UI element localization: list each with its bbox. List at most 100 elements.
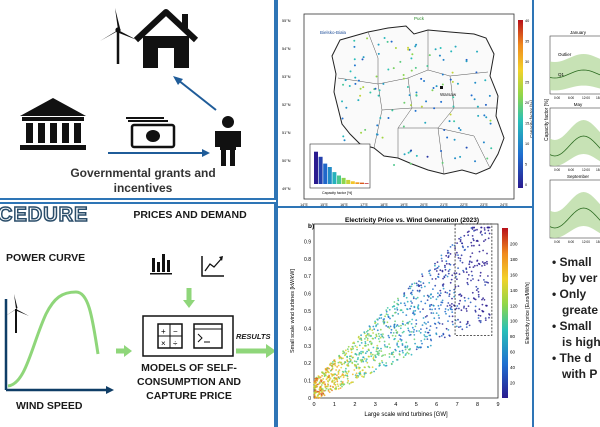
scatter-point: [428, 295, 430, 298]
scatter-point: [412, 312, 415, 314]
scatter-point: [413, 328, 415, 331]
scatter-point: [415, 319, 418, 321]
scatter-point: [404, 324, 407, 326]
scatter-point: [457, 285, 460, 287]
scatter-point: [360, 352, 363, 355]
x-tick-label: 7: [456, 402, 459, 408]
scatter-point: [441, 260, 443, 262]
scatter-point: [360, 359, 363, 362]
scatter-point: [469, 255, 472, 258]
map-cbar-tick: 30: [525, 60, 529, 64]
map-station-point: [476, 105, 479, 108]
scatter-point: [435, 270, 438, 272]
scatter-point: [371, 353, 374, 356]
scatter-point: [416, 307, 419, 309]
scatter-point: [406, 308, 409, 311]
scatter-point: [478, 319, 481, 322]
map-station-point: [428, 54, 431, 57]
scatter-point: [455, 272, 458, 275]
map-cbar-tick: 15: [525, 122, 529, 126]
scatter-point: [376, 329, 379, 332]
scatter-point: [319, 385, 322, 388]
map-station-point: [366, 37, 369, 40]
scatter-point: [315, 381, 317, 384]
scatter-point: [432, 312, 435, 314]
scatter-point: [360, 338, 362, 340]
scatter-point: [393, 323, 396, 326]
map-station-point: [459, 155, 462, 158]
y-tick-label: 0.3: [304, 344, 311, 350]
scatter-point: [376, 344, 379, 347]
seasonal-month-label: January: [570, 30, 587, 35]
scatter-point: [331, 365, 334, 368]
scatter-point: [477, 317, 480, 319]
map-station-point: [470, 94, 473, 97]
scatter-point: [403, 295, 405, 298]
highlight-box: [454, 223, 493, 336]
scatter-point: [327, 390, 330, 392]
scatter-point: [343, 374, 345, 377]
scatter-point: [346, 359, 349, 362]
scatter-point: [419, 331, 422, 334]
seasonal-ylabel: Capacity factor [%]: [544, 98, 550, 141]
scatter-point: [317, 397, 320, 399]
seasonal-xtick: 18:00: [596, 168, 600, 172]
scatter-point: [384, 345, 387, 348]
scatter-point: [421, 273, 423, 275]
scatter-point: [337, 373, 340, 375]
scatter-point: [441, 301, 444, 304]
seasonal-xtick: 12:00: [582, 96, 590, 100]
scatter-point: [420, 286, 423, 289]
scatter-point: [362, 376, 365, 378]
scatter-point: [482, 249, 484, 252]
scatter-point: [388, 308, 391, 311]
scatter-point: [313, 391, 316, 394]
scatter-point: [447, 272, 450, 275]
scatter-point: [418, 285, 420, 288]
scatter-point: [429, 269, 431, 272]
scatter-point: [486, 262, 488, 265]
scatter-point: [370, 371, 372, 374]
scatter-point: [446, 275, 449, 278]
scatter-point: [341, 381, 344, 383]
scatter-point: [385, 310, 388, 313]
lat-tick-label: 50°N: [282, 159, 291, 163]
scatter-point: [424, 335, 427, 338]
scatter-point: [410, 300, 412, 303]
scatter-point: [332, 386, 335, 388]
scatter-point: [365, 360, 367, 362]
scatter-point: [445, 260, 448, 263]
y-tick-label: 0: [308, 396, 311, 402]
map-station-point: [378, 89, 381, 92]
scatter-point: [405, 341, 408, 344]
scatter-point: [463, 234, 466, 237]
scatter-point: [407, 327, 409, 330]
scatter-point: [405, 314, 408, 316]
scatter-point: [454, 247, 456, 250]
scatter-point: [350, 351, 353, 354]
scatter-point: [334, 381, 336, 383]
map-station-point: [375, 75, 378, 78]
scatter-point: [440, 304, 442, 306]
scatter-point: [347, 363, 350, 365]
scatter-point: [484, 281, 486, 283]
scatter-point: [409, 287, 412, 290]
scatter-point: [342, 371, 345, 373]
scatter-point: [342, 382, 344, 385]
scatter-point: [437, 276, 440, 278]
scatter-point: [364, 334, 367, 337]
scatter-point: [440, 257, 443, 260]
scatter-point: [473, 226, 475, 229]
scatter-point: [456, 251, 458, 254]
scatter-point: [409, 307, 411, 310]
scatter-point: [333, 359, 335, 362]
scatter-point: [346, 381, 349, 384]
scatter-point: [357, 374, 359, 377]
scatter-point: [435, 332, 438, 335]
map-station-point: [341, 117, 344, 120]
scatter-point: [430, 303, 433, 306]
map-station-point: [415, 94, 418, 97]
map-station-point: [353, 58, 356, 61]
map-station-point: [345, 106, 348, 109]
scatter-point: [430, 312, 433, 314]
